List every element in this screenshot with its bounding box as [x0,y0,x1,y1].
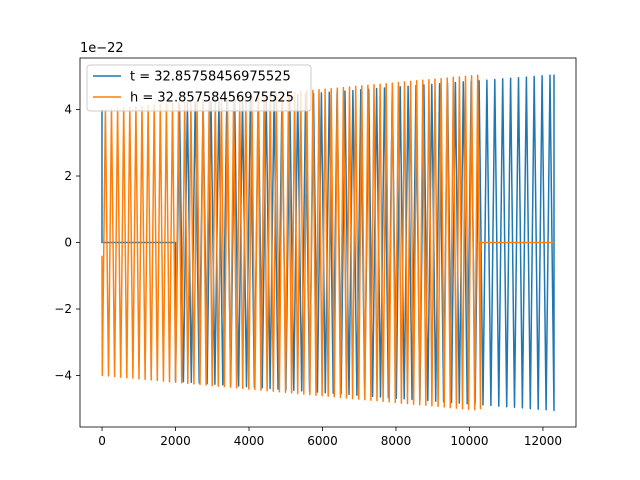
x-tick-label: 0 [98,434,106,448]
x-tick-label: 4000 [234,434,265,448]
y-offset-label: 1e−22 [80,41,124,56]
y-tick-label: 0 [64,236,72,250]
legend-label: h = 32.85758456975525 [130,91,294,106]
legend-label: t = 32.85758456975525 [130,70,291,85]
y-axis-ticks: −4 −2 0 2 4 [54,103,80,382]
y-tick-label: −4 [54,368,72,382]
x-axis-ticks: 0 2000 4000 6000 8000 10000 12000 [98,427,562,448]
y-tick-label: 2 [64,169,72,183]
y-tick-label: 4 [64,103,72,117]
x-tick-label: 12000 [524,434,562,448]
series-line-h [101,74,554,411]
x-tick-label: 8000 [381,434,412,448]
legend: t = 32.85758456975525 h = 32.857584569755… [86,64,312,112]
x-tick-label: 2000 [160,434,191,448]
x-tick-label: 10000 [450,434,488,448]
plot-area [101,74,555,412]
legend-box [86,64,312,112]
x-tick-label: 6000 [307,434,338,448]
y-tick-label: −2 [54,302,72,316]
